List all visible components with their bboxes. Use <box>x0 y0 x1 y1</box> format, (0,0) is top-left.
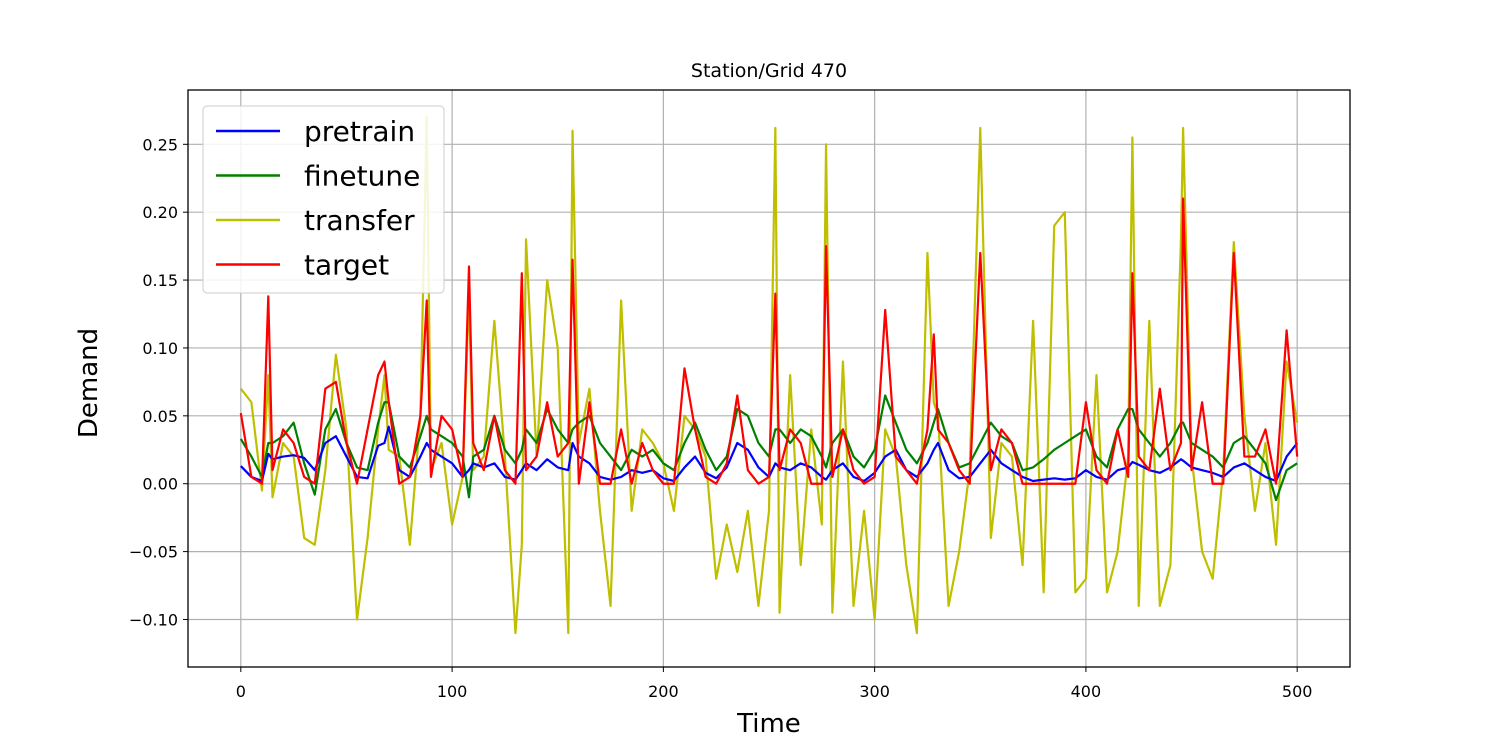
legend: pretrain finetune transfer target <box>202 105 445 294</box>
series-lines <box>239 116 1299 635</box>
series-line-pretrain <box>240 425 1299 483</box>
legend-label-pretrain: pretrain <box>304 115 415 148</box>
series-line-target <box>239 197 1299 485</box>
y-tick-label: 0.20 <box>142 203 178 222</box>
x-tick-label: 400 <box>1071 682 1102 701</box>
series-line-transfer <box>239 116 1299 635</box>
x-axis-label: Time <box>736 709 801 739</box>
y-tick-label: −0.10 <box>129 610 178 629</box>
axis-ticks: 0 100 200 300 400 500 −0.10 −0.05 0.00 0.05 0.10 0.… <box>129 135 1312 701</box>
y-tick-label: 0.05 <box>142 407 178 426</box>
legend-box <box>202 105 445 294</box>
chart-title: Station/Grid 470 <box>691 60 847 82</box>
x-tick-label: 300 <box>859 682 890 701</box>
y-axis-label: Demand <box>74 328 104 438</box>
legend-label-target: target <box>304 249 389 282</box>
x-tick-label: 200 <box>648 682 679 701</box>
plot-frame <box>187 89 1351 668</box>
x-tick-label: 500 <box>1282 682 1313 701</box>
y-tick-label: 0.10 <box>142 339 178 358</box>
y-tick-label: −0.05 <box>129 543 178 562</box>
legend-label-finetune: finetune <box>304 160 420 193</box>
legend-label-transfer: transfer <box>304 204 415 237</box>
y-tick-label: 0.15 <box>142 271 178 290</box>
y-tick-label: 0.00 <box>142 475 178 494</box>
x-tick-label: 100 <box>437 682 468 701</box>
x-tick-label: 0 <box>236 682 246 701</box>
y-tick-label: 0.25 <box>142 135 178 154</box>
